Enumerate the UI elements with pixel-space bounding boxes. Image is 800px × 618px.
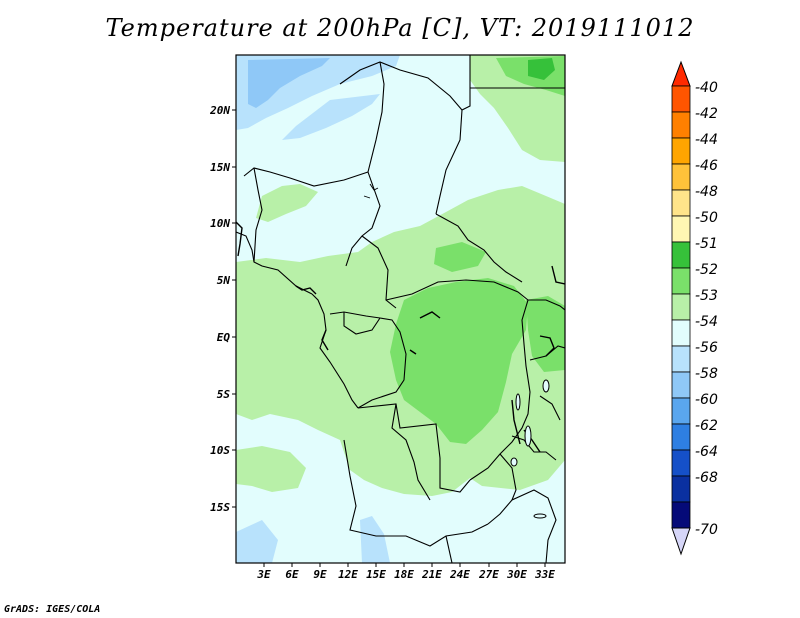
colorbar-swatch-15 (671, 449, 691, 477)
fill-midgreen-patch (434, 242, 486, 272)
colorbar-label-2: -42 (695, 106, 718, 122)
colorbar-swatch-13 (671, 397, 691, 425)
map-area (236, 55, 565, 563)
colorbar-swatch-4 (671, 163, 691, 191)
colorbar-label-15: -64 (695, 444, 718, 460)
fill-blue-south-left (236, 520, 278, 563)
lat-label-15s: 15S (210, 501, 230, 514)
colorbar-top-triangle (671, 60, 691, 87)
rivers (363, 183, 379, 199)
map-frame (235, 54, 566, 564)
lat-label-5n: 5N (217, 274, 231, 287)
colorbar-swatch-16 (671, 475, 691, 503)
colorbar-label-4: -46 (695, 158, 718, 174)
colorbar-label-6: -50 (695, 210, 718, 226)
lat-label-15n: 15N (210, 161, 230, 174)
fill-blue-northwest-inner (248, 58, 330, 108)
colorbar-label-5: -48 (695, 184, 718, 200)
colorbar-label-16: -68 (695, 470, 718, 486)
lat-label-20n: 20N (209, 104, 230, 117)
lat-label-10n: 10N (210, 217, 230, 230)
fill-midgreen-east (526, 296, 565, 372)
colorbar-label-14: -62 (695, 418, 718, 434)
credit-text: GrADS: IGES/COLA (4, 604, 101, 615)
lon-label-3e: 3E (256, 568, 271, 581)
lon-label-12e: 12E (338, 568, 358, 581)
lat-label-10s: 10S (210, 444, 230, 457)
colorbar-label-1: -40 (695, 80, 718, 96)
lat-label-eq: EQ (217, 331, 231, 344)
colorbar-swatch-11 (671, 345, 691, 373)
colorbar-swatch-10 (671, 319, 691, 347)
colorbar-swatch-17 (671, 501, 691, 529)
colorbar-bottom-triangle (671, 527, 691, 556)
colorbar-label-7: -51 (695, 236, 718, 252)
colorbar-label-17: -70 (695, 522, 718, 538)
colorbar-swatch-7 (671, 241, 691, 269)
colorbar: -40 -42 -44 -46 -48 -50 -51 -52 -53 -54 … (671, 60, 718, 556)
colorbar-label-8: -52 (695, 262, 718, 278)
colorbar-swatch-9 (671, 293, 691, 321)
colorbar-swatch-5 (671, 189, 691, 217)
fill-midgreen-center (390, 278, 528, 444)
lakes (510, 379, 550, 519)
colorbar-swatch-3 (671, 137, 691, 165)
colorbar-swatch-2 (671, 111, 691, 139)
lon-label-15e: 15E (366, 568, 386, 581)
colorbar-label-12: -58 (695, 366, 718, 382)
latitude-axis: 20N 15N 10N 5N EQ 5S 10S 15S (209, 104, 236, 514)
colorbar-swatch-1 (671, 85, 691, 113)
lon-label-33e: 33E (534, 568, 555, 581)
lon-label-24e: 24E (449, 568, 470, 581)
fill-blue-south-mid (360, 516, 390, 563)
lon-label-27e: 27E (478, 568, 499, 581)
fill-blue-north-strip (282, 94, 380, 140)
colorbar-label-10: -54 (695, 314, 718, 330)
fill-green-south-strip (236, 446, 306, 492)
lon-label-6e: 6E (285, 568, 299, 581)
chart-title: Temperature at 200hPa [C], VT: 201911101… (105, 14, 695, 42)
coastlines (236, 221, 565, 453)
lon-label-9e: 9E (313, 568, 327, 581)
fill-darkgreen-northeast (528, 58, 555, 80)
fill-green-north-strip (256, 184, 318, 222)
colorbar-swatch-8 (671, 267, 691, 295)
colorbar-label-3: -44 (695, 132, 718, 148)
lon-label-18e: 18E (394, 568, 414, 581)
longitude-axis: 3E 6E 9E 12E 15E 18E 21E 24E 27E 30E 33E (256, 563, 555, 581)
country-borders (236, 55, 565, 563)
colorbar-swatch-14 (671, 423, 691, 451)
colorbar-label-9: -53 (695, 288, 718, 304)
colorbar-swatch-6 (671, 215, 691, 243)
lon-label-21e: 21E (421, 568, 442, 581)
lon-label-30e: 30E (506, 568, 527, 581)
lat-label-5s: 5S (217, 388, 231, 401)
colorbar-label-13: -60 (695, 392, 718, 408)
colorbar-swatch-12 (671, 371, 691, 399)
colorbar-label-11: -56 (695, 340, 718, 356)
